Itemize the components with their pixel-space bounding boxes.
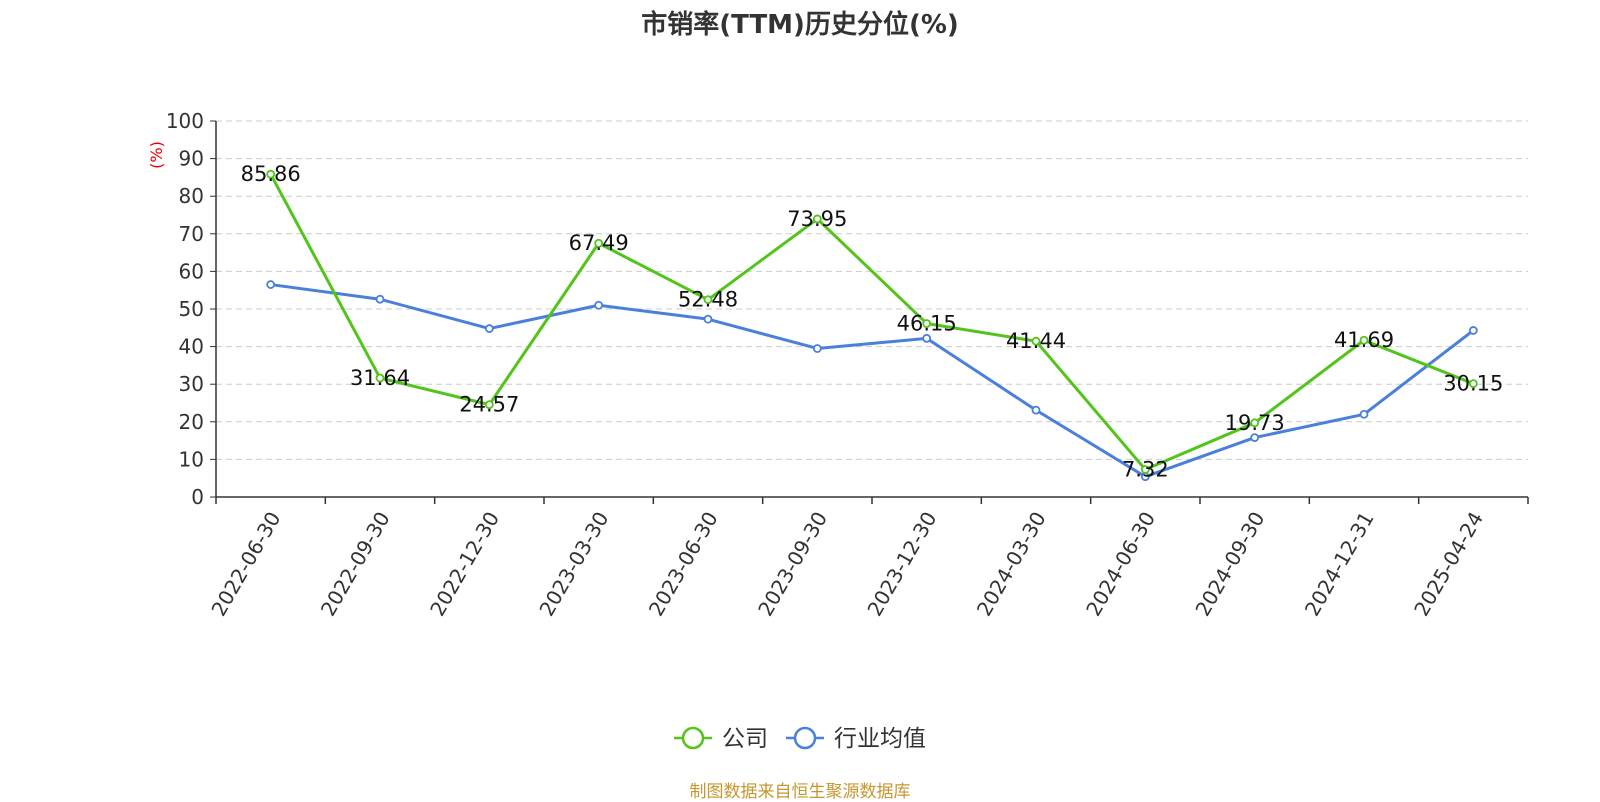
y-axis-label: (%): [147, 141, 166, 169]
data-point: [1250, 418, 1260, 428]
y-tick-label: 100: [166, 109, 204, 133]
data-point: [1468, 379, 1478, 389]
data-label: 67.49: [569, 231, 629, 255]
data-point: [703, 295, 713, 305]
data-label: 30.15: [1443, 372, 1503, 396]
x-tick-label: 2025-04-24: [1409, 508, 1488, 621]
legend[interactable]: 公司 行业均值: [674, 726, 926, 752]
data-point: [1468, 326, 1478, 335]
x-tick-label: 2024-06-30: [1081, 508, 1160, 621]
data-point: [484, 400, 494, 410]
x-tick-label: 2022-06-30: [206, 508, 285, 621]
x-tick-label: 2023-03-30: [534, 508, 613, 621]
data-label: 41.69: [1334, 328, 1394, 352]
legend-label: 行业均值: [834, 726, 926, 752]
data-point: [266, 169, 276, 179]
data-point: [812, 344, 822, 353]
legend-item-0[interactable]: 公司: [674, 726, 768, 752]
source-note: 制图数据来自恒生聚源数据库: [689, 782, 911, 802]
y-tick-label: 70: [179, 222, 204, 246]
x-tick-label: 2024-09-30: [1190, 508, 1269, 621]
data-label: 24.57: [459, 393, 519, 417]
grid-lines: [216, 120, 1528, 460]
y-tick-label: 50: [179, 297, 204, 321]
axes: 0 10 20 30 40 50 60 70 80 90 100(%) 2022-06-30 2022-…: [147, 109, 1529, 621]
y-tick-label: 90: [179, 147, 204, 171]
y-tick-label: 40: [179, 335, 204, 359]
x-tick-label: 2022-12-30: [425, 508, 504, 621]
data-label: 52.48: [678, 288, 738, 312]
data-point: [1359, 409, 1369, 419]
y-tick-label: 0: [191, 485, 204, 509]
data-label: 46.15: [897, 311, 957, 335]
y-tick-label: 60: [179, 259, 204, 283]
data-point: [1140, 465, 1150, 474]
data-point: [703, 314, 713, 324]
x-tick-label: 2022-09-30: [316, 508, 395, 621]
x-tick-label: 2023-06-30: [644, 508, 723, 621]
data-point: [922, 319, 932, 328]
data-point: [484, 324, 494, 333]
x-tick-label: 2023-09-30: [753, 508, 832, 621]
series-line-1: [270, 283, 1475, 479]
y-tick-label: 10: [179, 447, 204, 471]
y-tick-label: 20: [179, 410, 204, 434]
legend-item-1[interactable]: 行业均值: [786, 726, 926, 752]
data-point: [594, 238, 604, 248]
data-label: 19.73: [1225, 411, 1285, 435]
series-layer: [266, 169, 1478, 482]
series-line-0: [269, 173, 1474, 471]
data-point: [594, 300, 604, 310]
chart-title: 市销率(TTM)历史分位(%): [641, 10, 959, 40]
data-label: 7.32: [1122, 457, 1169, 481]
x-tick-label: 2024-03-30: [972, 508, 1051, 621]
data-labels: 85.86 31.64 24.57 67.49 52.48 73.95 46.15 41.44…: [241, 162, 1504, 481]
data-point: [375, 373, 385, 383]
data-point: [1031, 405, 1041, 415]
data-point: [1250, 433, 1260, 442]
y-tick-label: 30: [179, 372, 204, 396]
data-label: 73.95: [787, 207, 847, 231]
data-point: [812, 214, 822, 224]
y-tick-label: 80: [179, 184, 204, 208]
x-tick-label: 2023-12-30: [862, 508, 941, 621]
data-label: 41.44: [1006, 329, 1066, 353]
data-point: [375, 294, 385, 304]
x-tick-label: 2024-12-31: [1300, 508, 1379, 621]
legend-marker: [793, 726, 817, 750]
data-point: [266, 280, 276, 289]
data-label: 31.64: [350, 366, 410, 390]
data-point: [922, 333, 932, 343]
legend-label: 公司: [722, 726, 768, 752]
data-point: [1031, 336, 1041, 346]
legend-marker: [681, 726, 705, 750]
data-label: 85.86: [241, 162, 301, 186]
data-point: [1359, 335, 1369, 345]
